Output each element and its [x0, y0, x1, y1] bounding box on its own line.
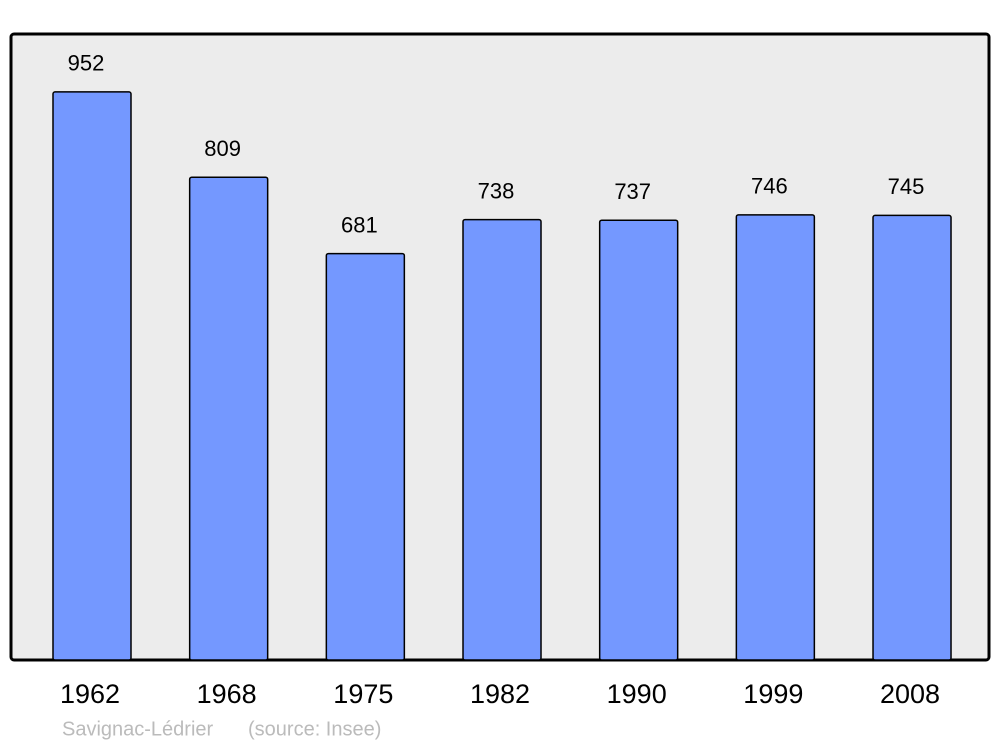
value-label: 952 [68, 51, 105, 76]
value-label: 746 [751, 174, 788, 199]
x-tick-label: 1990 [607, 679, 667, 709]
source: (source: Insee) [248, 718, 381, 740]
bar [188, 176, 269, 661]
value-label: 737 [614, 179, 651, 204]
bar [872, 214, 952, 661]
bar [325, 252, 406, 661]
bar [462, 218, 542, 661]
bar [52, 91, 132, 661]
x-tick-label: 1982 [470, 679, 530, 709]
x-tick-label: 1968 [197, 679, 257, 709]
bar [735, 214, 816, 661]
x-tick-label: 1975 [333, 679, 393, 709]
value-label: 681 [341, 212, 378, 237]
bar [598, 219, 679, 661]
value-label: 809 [204, 136, 241, 161]
value-label: 745 [888, 174, 925, 199]
x-tick-label: 1962 [60, 679, 120, 709]
x-tick-label: 2008 [880, 679, 940, 709]
x-tick-label: 1999 [743, 679, 803, 709]
value-label: 738 [478, 178, 515, 203]
chart-title: Savignac-Lédrier [62, 718, 214, 740]
